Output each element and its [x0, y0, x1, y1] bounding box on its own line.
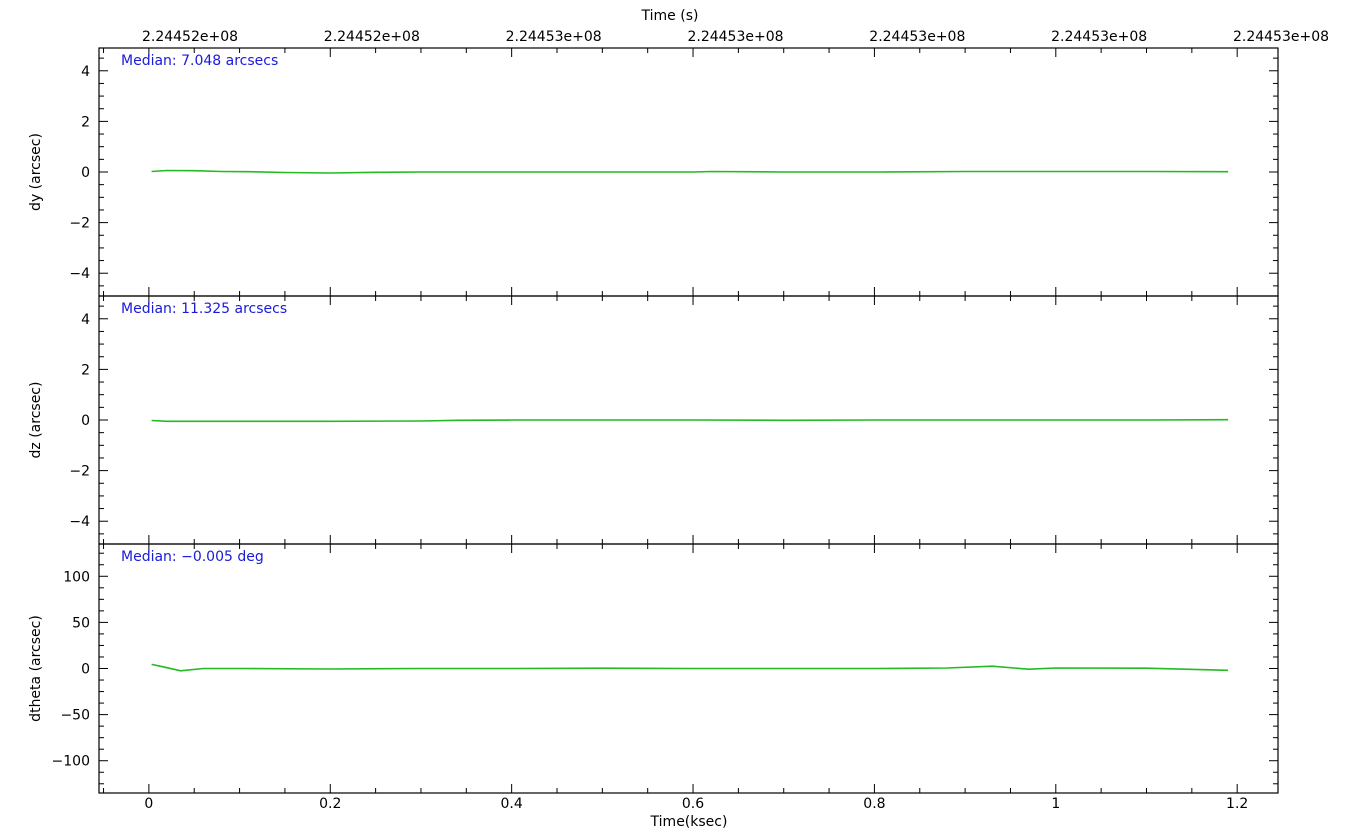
median-label: Median: −0.005 deg — [121, 549, 264, 565]
y-tick-label: 0 — [81, 165, 90, 181]
top-tick-label: 2.24453e+08 — [687, 29, 783, 45]
top-tick-label: 2.24453e+08 — [1233, 29, 1329, 45]
top-tick-label: 2.24453e+08 — [506, 29, 602, 45]
y-tick-label: 2 — [81, 114, 90, 130]
y-tick-label: −4 — [69, 514, 90, 530]
x-tick-label: 1.2 — [1226, 796, 1248, 812]
y-tick-label: −100 — [52, 754, 90, 770]
y-tick-label: 4 — [81, 312, 90, 328]
series-line — [151, 418, 1229, 423]
top-tick-label: 2.24452e+08 — [142, 29, 238, 45]
top-axis-title: Time (s) — [641, 8, 699, 24]
y-tick-label: −2 — [69, 464, 90, 480]
y-axis-title: dz (arcsec) — [28, 382, 44, 459]
x-tick-label: 0.4 — [501, 796, 523, 812]
y-tick-label: 50 — [72, 615, 90, 631]
y-tick-label: −50 — [60, 708, 90, 724]
y-tick-label: 0 — [81, 413, 90, 429]
series-line — [151, 169, 1229, 174]
y-axis-title: dy (arcsec) — [28, 133, 44, 211]
x-tick-label: 0.8 — [863, 796, 885, 812]
x-tick-label: 1 — [1051, 796, 1060, 812]
x-tick-label: 0.2 — [319, 796, 341, 812]
y-tick-label: −2 — [69, 216, 90, 232]
series-line — [151, 663, 1229, 672]
top-tick-label: 2.24453e+08 — [1051, 29, 1147, 45]
top-tick-label: 2.24452e+08 — [324, 29, 420, 45]
tick-labels: 4 2 0 −2 −4 dy (arcsec) Median: 7.048 arcsecs 4… — [28, 29, 1329, 812]
median-label: Median: 11.325 arcsecs — [121, 301, 287, 317]
x-tick-label: 0.6 — [682, 796, 704, 812]
y-tick-label: 2 — [81, 362, 90, 378]
y-axis-title: dtheta (arcsec) — [28, 615, 44, 722]
top-tick-label: 2.24453e+08 — [869, 29, 965, 45]
y-tick-label: 100 — [63, 569, 90, 585]
median-label: Median: 7.048 arcsecs — [121, 53, 278, 69]
series-lines — [151, 169, 1229, 672]
y-tick-label: −4 — [69, 266, 90, 282]
ticks — [99, 48, 1278, 793]
y-tick-label: 0 — [81, 662, 90, 678]
y-tick-label: 4 — [81, 64, 90, 80]
x-tick-label: 0 — [144, 796, 153, 812]
x-axis-title: Time(ksec) — [650, 814, 728, 830]
